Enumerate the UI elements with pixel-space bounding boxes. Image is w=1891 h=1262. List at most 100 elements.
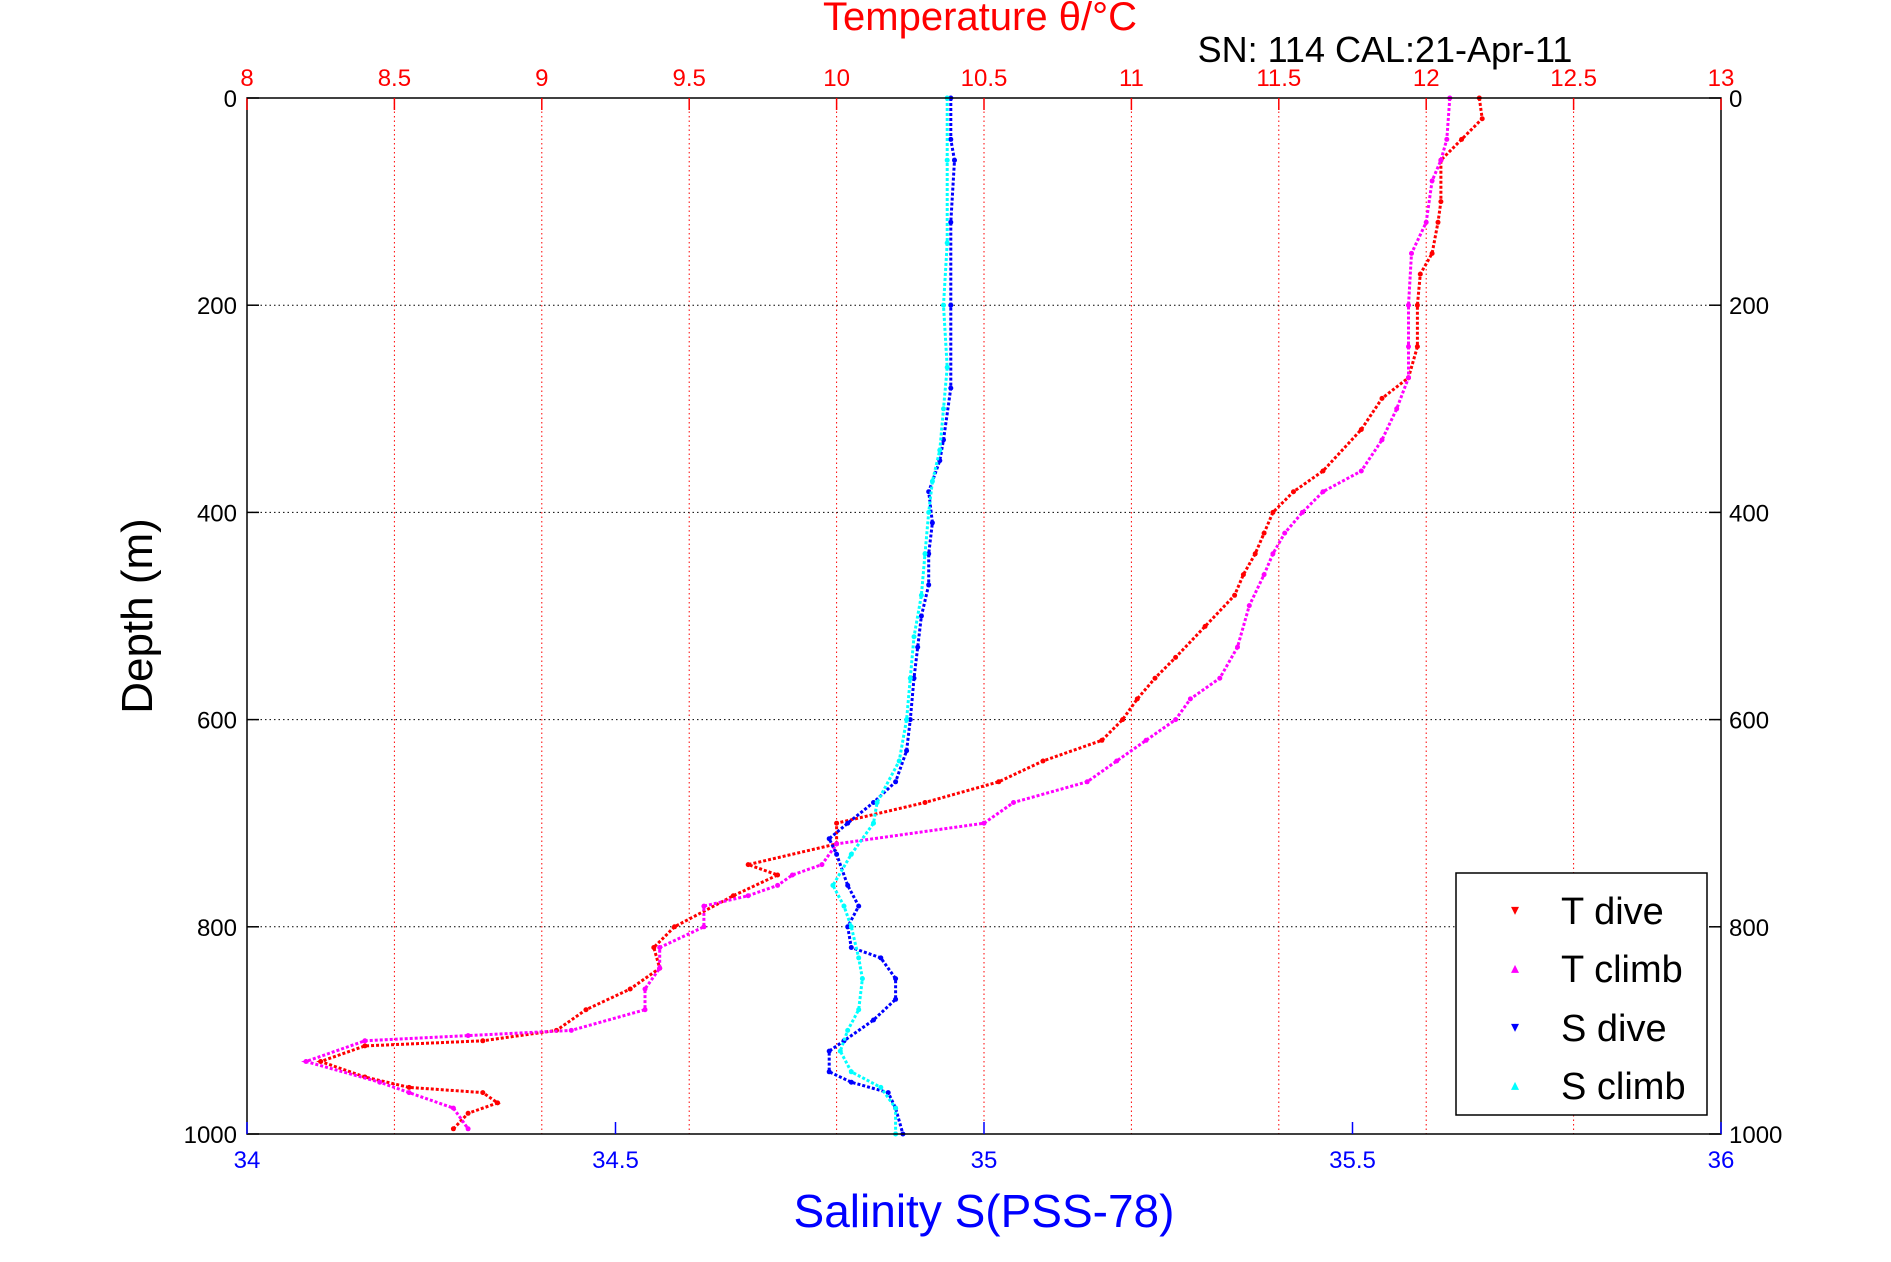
legend-label-t-dive: T dive — [1561, 891, 1664, 933]
data-point-s-dive — [948, 219, 954, 225]
series-s-climb — [830, 95, 950, 1137]
legend-marker-s-dive: ▾ — [1511, 1019, 1519, 1036]
data-point-t-climb — [819, 862, 825, 868]
legend-marker-s-climb: ▴ — [1511, 1077, 1519, 1094]
data-point-t-climb — [1011, 800, 1016, 805]
data-point-t-dive — [1379, 395, 1385, 401]
data-point-s-climb — [944, 364, 950, 370]
legend-entry-t-dive: ▾ T dive — [1511, 891, 1664, 933]
data-point-s-climb — [904, 717, 910, 723]
data-point-t-dive — [1173, 654, 1179, 660]
data-point-t-climb — [657, 945, 663, 950]
data-point-s-climb — [896, 758, 902, 764]
temperature-tick-label: 13 — [1708, 65, 1735, 92]
data-point-s-climb — [848, 851, 854, 857]
data-point-s-climb — [911, 634, 917, 640]
data-point-s-climb — [878, 1084, 884, 1090]
depth-tick-label-right: 400 — [1729, 500, 1769, 527]
temperature-tick-label: 11.5 — [1256, 65, 1301, 92]
data-point-t-climb — [1394, 406, 1400, 412]
data-point-t-dive — [1320, 468, 1326, 474]
legend-entry-s-climb: ▴ S climb — [1511, 1066, 1686, 1108]
salinity-tick-label: 34 — [234, 1147, 261, 1174]
depth-tick-label-right: 0 — [1729, 86, 1742, 113]
legend-entry-t-climb: ▴ T climb — [1511, 949, 1683, 991]
data-point-s-climb — [941, 302, 946, 308]
depth-tick-label-right: 600 — [1729, 708, 1769, 735]
data-point-s-climb — [859, 976, 865, 982]
temperature-tick-label: 9.5 — [673, 65, 706, 92]
legend-marker-t-climb: ▴ — [1511, 960, 1519, 977]
data-point-t-dive — [1429, 250, 1435, 256]
data-point-t-climb — [1429, 178, 1435, 184]
series-line-s-climb — [831, 98, 949, 1134]
data-point-s-climb — [926, 509, 932, 515]
data-point-s-climb — [837, 1048, 843, 1054]
data-point-t-dive — [651, 945, 657, 950]
data-point-t-dive — [627, 986, 633, 992]
data-point-t-climb — [834, 841, 840, 847]
data-point-t-climb — [465, 1126, 471, 1132]
data-point-t-dive — [1417, 271, 1423, 277]
depth-tick-label-left: 1000 — [184, 1122, 237, 1149]
legend: ▾ T dive ▴ T climb ▾ S dive ▴ S climb — [1455, 872, 1708, 1116]
data-point-t-climb — [775, 882, 781, 888]
data-point-t-climb — [1235, 644, 1240, 650]
chart-title: Temperature θ/°C — [823, 0, 1137, 39]
temperature-tick-label: 11 — [1119, 65, 1144, 92]
legend-box — [1455, 872, 1708, 1116]
data-point-t-dive — [745, 862, 751, 868]
depth-tick-label-left: 800 — [197, 915, 237, 942]
data-point-s-dive — [893, 976, 899, 982]
data-point-s-dive — [948, 385, 954, 391]
data-point-s-dive — [834, 851, 840, 857]
data-point-t-dive — [1120, 717, 1126, 723]
temperature-tick-label: 8.5 — [378, 65, 411, 92]
data-point-t-climb — [377, 1079, 383, 1085]
data-point-t-dive — [834, 820, 840, 826]
data-point-s-dive — [911, 675, 917, 681]
legend-entry-s-dive: ▾ S dive — [1511, 1008, 1667, 1050]
series-line-s-dive — [827, 98, 957, 1135]
data-point-t-dive — [1152, 675, 1158, 681]
data-point-s-climb — [918, 592, 924, 598]
data-point-t-dive — [1479, 116, 1485, 122]
data-point-t-dive — [672, 924, 677, 930]
data-point-t-climb — [981, 820, 987, 826]
data-point-s-climb — [937, 447, 943, 453]
data-point-t-dive — [480, 1038, 486, 1044]
data-point-t-dive — [1261, 530, 1267, 536]
data-point-s-dive — [845, 924, 851, 930]
temperature-tick-label: 12 — [1413, 65, 1440, 92]
data-point-t-dive — [1134, 696, 1140, 702]
salinity-tick-label: 34.5 — [592, 1147, 639, 1174]
data-point-s-climb — [830, 882, 836, 888]
data-point-t-climb — [657, 965, 663, 971]
data-point-s-dive — [826, 836, 832, 842]
data-point-s-climb — [856, 955, 862, 961]
data-point-t-climb — [1438, 157, 1444, 163]
data-point-s-dive — [885, 1090, 891, 1096]
data-point-s-dive — [848, 945, 854, 950]
data-point-s-dive — [871, 800, 876, 805]
data-point-s-climb — [907, 675, 913, 681]
data-point-t-climb — [1173, 717, 1179, 723]
depth-tick-label-left: 0 — [224, 86, 237, 113]
data-point-s-dive — [948, 302, 954, 308]
data-point-s-climb — [871, 820, 876, 826]
data-point-s-dive — [845, 820, 851, 826]
data-point-s-climb — [944, 157, 950, 163]
legend-label-t-climb: T climb — [1561, 949, 1683, 991]
data-point-t-climb — [1299, 509, 1305, 515]
data-point-t-dive — [450, 1126, 456, 1132]
depth-tick-label-left: 600 — [197, 708, 237, 735]
data-point-s-climb — [874, 800, 880, 805]
series-line-t-climb — [301, 97, 1452, 1130]
depth-tick-label-left: 200 — [197, 293, 237, 320]
data-point-t-dive — [996, 779, 1002, 785]
data-point-t-climb — [1246, 603, 1252, 609]
data-point-t-climb — [1270, 551, 1276, 557]
data-point-t-dive — [1232, 592, 1238, 598]
